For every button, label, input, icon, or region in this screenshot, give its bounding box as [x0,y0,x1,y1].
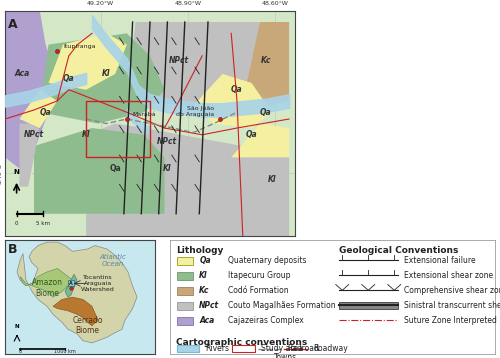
Text: A: A [69,281,73,286]
Text: Itapecuru Group: Itapecuru Group [228,271,291,280]
Text: NPct: NPct [199,301,220,310]
Text: Kc: Kc [199,286,209,295]
Polygon shape [53,297,98,326]
Text: Kl: Kl [102,69,111,78]
Text: Comprehensive shear zone: Comprehensive shear zone [404,286,500,295]
Polygon shape [243,22,289,101]
Text: NPct: NPct [24,130,44,139]
Text: Cerrado
Biome: Cerrado Biome [72,316,103,335]
Text: N: N [14,324,20,329]
Text: Kl: Kl [163,164,172,173]
Text: Kl: Kl [268,175,276,184]
Text: Couto Magalhães Formation: Couto Magalhães Formation [228,301,336,310]
Polygon shape [34,128,164,214]
Text: Atlantic
Ocean: Atlantic Ocean [100,254,126,267]
FancyBboxPatch shape [176,316,193,325]
Text: Qa: Qa [231,85,243,94]
Text: Qa: Qa [63,74,74,83]
Text: Tocantins
Araguaia
Watershed: Tocantins Araguaia Watershed [81,275,115,292]
Text: Qa: Qa [199,256,211,265]
Text: Lithology: Lithology [176,246,224,255]
FancyBboxPatch shape [176,272,193,280]
Text: São João
do Araguaia: São João do Araguaia [176,106,214,117]
Polygon shape [20,268,72,297]
Text: Study area: Study area [261,344,303,353]
Text: Rivers: Rivers [206,344,230,353]
Text: B: B [8,243,18,256]
Text: Kl: Kl [199,271,208,280]
Text: Qa: Qa [110,164,121,173]
Polygon shape [20,90,57,128]
FancyBboxPatch shape [232,345,254,352]
Text: Kc: Kc [261,56,271,65]
Text: 5 km: 5 km [36,221,50,226]
Bar [86,101,150,158]
Text: Sinistral transcurrent shear zone: Sinistral transcurrent shear zone [404,301,500,310]
Text: NPct: NPct [169,56,189,65]
Polygon shape [40,33,164,124]
FancyBboxPatch shape [176,257,193,265]
Text: NPct: NPct [158,137,178,146]
Text: N: N [14,169,20,175]
FancyBboxPatch shape [176,287,193,295]
Text: Cajazeiras Complex: Cajazeiras Complex [228,315,304,325]
FancyBboxPatch shape [176,345,199,352]
Text: Quaternary deposits: Quaternary deposits [228,256,307,265]
Text: Roadway: Roadway [313,344,348,353]
FancyBboxPatch shape [176,302,193,310]
Text: Extensional shear zone: Extensional shear zone [404,271,493,280]
Text: Suture Zone Interpreted: Suture Zone Interpreted [404,315,497,325]
Polygon shape [231,124,289,158]
Text: Railroad: Railroad [287,344,319,353]
Polygon shape [5,11,57,169]
Text: Marabá: Marabá [132,112,156,117]
Text: Aca: Aca [15,69,30,78]
Text: Cartographic conventions: Cartographic conventions [176,338,308,347]
Text: 48.60°W: 48.60°W [262,1,288,6]
Polygon shape [194,74,272,128]
FancyBboxPatch shape [339,302,398,309]
Text: A: A [8,18,18,30]
Text: 0: 0 [18,349,22,354]
Polygon shape [48,33,127,90]
Text: Towns: Towns [274,353,297,358]
Text: Codó Formation: Codó Formation [228,286,289,295]
Text: 0: 0 [15,221,18,226]
Text: 5.40°S: 5.40°S [0,163,2,184]
Text: Aca: Aca [199,315,214,325]
Text: Extensional failure: Extensional failure [404,256,475,265]
Polygon shape [86,124,289,236]
Polygon shape [17,242,137,343]
Text: Amazon
Biome: Amazon Biome [32,278,62,297]
Text: Kl: Kl [82,130,90,139]
Text: Geological Conventions: Geological Conventions [339,246,458,255]
Polygon shape [20,124,40,187]
Text: Qa: Qa [40,108,52,117]
Text: Itupiranga: Itupiranga [63,44,96,49]
Text: 48.90°W: 48.90°W [174,1,201,6]
Polygon shape [65,274,77,297]
Text: Qa: Qa [260,108,272,117]
Polygon shape [127,22,289,112]
Text: Qa: Qa [246,130,258,139]
Text: 1000 km: 1000 km [54,349,76,354]
Text: 49.20°W: 49.20°W [87,1,115,6]
